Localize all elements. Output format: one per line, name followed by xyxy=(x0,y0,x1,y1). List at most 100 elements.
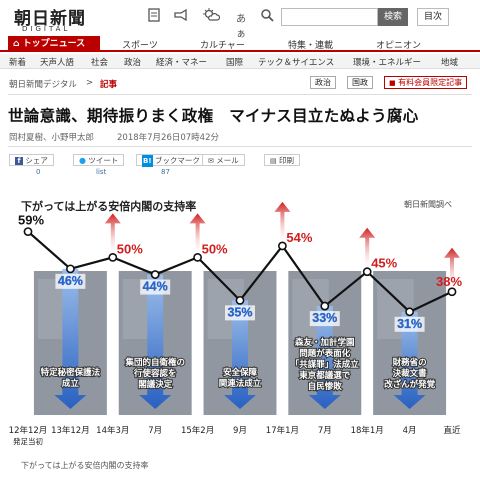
search-input[interactable] xyxy=(281,8,378,26)
event-annotation: 問題が表面化 xyxy=(299,348,351,359)
event-annotation: 改ざんが発覚 xyxy=(384,379,436,390)
subnav-international[interactable]: 国際 xyxy=(226,58,244,68)
x-tick-label: 18年1月 xyxy=(351,425,384,436)
print-button[interactable]: ▤ 印刷 xyxy=(264,154,301,166)
twitter-icon: ● xyxy=(79,156,86,165)
bookmark-label: ブックマーク xyxy=(154,156,200,165)
approval-rating-chart: 59% 46% 50% 44% 50% 35% 54% 33% 45% 31% 38% 特定秘密保護法… xyxy=(9,201,462,446)
event-annotation: 「共謀罪」法成立 xyxy=(291,359,360,370)
value-label: 59% xyxy=(18,213,44,228)
x-tick-label: 直近 xyxy=(443,425,461,436)
article-title: 世論意識、期待振りまく政権 マイナス目立たぬよう腐心 xyxy=(8,107,419,125)
down-arrow xyxy=(224,300,256,409)
panel-gap xyxy=(365,271,370,415)
x-tick-label: 発足当初 xyxy=(13,436,43,446)
value-label: 33% xyxy=(312,311,337,325)
panel-gap xyxy=(280,271,285,415)
up-arrow xyxy=(359,227,376,272)
breadcrumb-separator: > xyxy=(86,78,94,88)
tweet-label: ツイート xyxy=(88,156,119,165)
chart-title: 下がっては上がる安倍内閣の支持率 xyxy=(21,200,197,213)
value-label: 50% xyxy=(117,241,143,256)
tweet-button[interactable]: ● ツイート xyxy=(73,154,125,166)
search-button[interactable]: 検索 xyxy=(378,8,408,26)
data-point xyxy=(108,252,118,262)
article-authors[interactable]: 岡村夏樹、小野甲太郎 xyxy=(9,133,95,143)
subnav-tenseijingo[interactable]: 天声人語 xyxy=(40,58,75,68)
breadcrumb-home[interactable]: 朝日新聞デジタル xyxy=(9,80,77,90)
data-point xyxy=(447,287,457,297)
value-label: 35% xyxy=(227,305,252,319)
tag-politics[interactable]: 政治 xyxy=(310,76,336,89)
data-point xyxy=(193,252,202,262)
paper-icon[interactable] xyxy=(145,8,163,22)
paid-member-badge: ■ 有料会員限定記事 xyxy=(384,76,468,89)
value-label-bg xyxy=(140,279,171,295)
event-annotation: 森友・加計学園 xyxy=(295,337,355,348)
facebook-icon: f xyxy=(15,157,23,165)
value-label: 50% xyxy=(202,241,228,256)
data-point xyxy=(23,227,33,236)
data-point xyxy=(320,301,330,311)
sub-nav xyxy=(0,54,480,69)
tab-culture[interactable]: カルチャー xyxy=(200,41,245,51)
main-nav xyxy=(0,36,480,52)
data-point xyxy=(150,270,160,279)
subnav-tech[interactable]: テック＆サイエンス xyxy=(258,58,335,68)
mail-button[interactable]: ✉ メール xyxy=(202,154,245,166)
tab-opinion[interactable]: オピニオン xyxy=(376,41,422,51)
value-label-bg xyxy=(225,305,255,321)
bookmark-button[interactable]: B! ブックマーク xyxy=(136,154,206,167)
tab-features[interactable]: 特集・連載 xyxy=(288,41,334,51)
event-annotation: 自民惨敗 xyxy=(308,381,343,392)
value-label: 54% xyxy=(286,230,312,245)
article-date: 2018年7月26日07時42分 xyxy=(117,133,219,143)
share-label: シェア xyxy=(25,156,48,165)
asahi-logo[interactable]: 朝日新聞 xyxy=(14,9,86,29)
megaphone-icon[interactable] xyxy=(172,8,190,22)
event-annotation: 財務省の xyxy=(392,357,427,368)
x-tick-label: 4月 xyxy=(403,426,417,436)
x-tick-label: 7月 xyxy=(318,426,332,436)
logo-subtitle: DIGITAL xyxy=(22,25,71,33)
image-caption: 下がっては上がる安倍内閣の支持率 xyxy=(21,461,149,470)
up-arrow xyxy=(189,213,206,258)
up-arrow xyxy=(104,213,121,258)
subnav-environment[interactable]: 環境・エネルギー xyxy=(353,58,422,68)
search-icon xyxy=(258,8,276,22)
up-arrow xyxy=(274,201,291,246)
subnav-region[interactable]: 地域 xyxy=(441,58,459,68)
print-icon: ▤ xyxy=(270,157,277,165)
value-label-bg xyxy=(394,316,425,332)
font-size-toggle[interactable]: あぁ xyxy=(236,14,246,40)
subnav-new[interactable]: 新着 xyxy=(9,58,27,68)
event-annotation: 閣議決定 xyxy=(138,379,173,390)
tab-top-news[interactable]: ⌂ トップニュース xyxy=(8,36,100,52)
x-tick-label: 14年3月 xyxy=(96,425,129,436)
subnav-economy[interactable]: 経済・マネー xyxy=(156,58,208,68)
lock-icon: ■ xyxy=(389,79,396,87)
event-annotation: 決裁文書 xyxy=(393,368,428,379)
data-point xyxy=(362,267,372,277)
x-tick-label: 13年12月 xyxy=(51,425,90,436)
mail-label: メール xyxy=(216,156,239,165)
event-annotation: 集団的自衛権の xyxy=(124,357,185,368)
toc-button[interactable]: 目次 xyxy=(417,8,449,26)
share-button[interactable]: f シェア xyxy=(9,154,54,166)
hatena-bookmark-icon: B! xyxy=(142,155,153,167)
data-point xyxy=(66,264,75,274)
x-tick-label: 15年2月 xyxy=(181,425,214,436)
print-label: 印刷 xyxy=(279,156,295,165)
x-tick-label: 12年12月 xyxy=(9,425,48,436)
subnav-society[interactable]: 社会 xyxy=(91,58,109,68)
tweet-count[interactable]: list xyxy=(96,168,107,176)
breadcrumb-current: 記事 xyxy=(100,80,118,90)
value-label: 31% xyxy=(397,317,422,331)
tab-sports[interactable]: スポーツ xyxy=(122,41,158,51)
x-tick-label: 17年1月 xyxy=(266,425,299,436)
event-annotation: 特定秘密保護法 xyxy=(41,367,101,378)
weather-icon[interactable] xyxy=(202,8,221,22)
tag-national[interactable]: 国政 xyxy=(347,76,373,89)
subnav-politics[interactable]: 政治 xyxy=(124,58,142,68)
share-count: 0 xyxy=(36,168,41,176)
